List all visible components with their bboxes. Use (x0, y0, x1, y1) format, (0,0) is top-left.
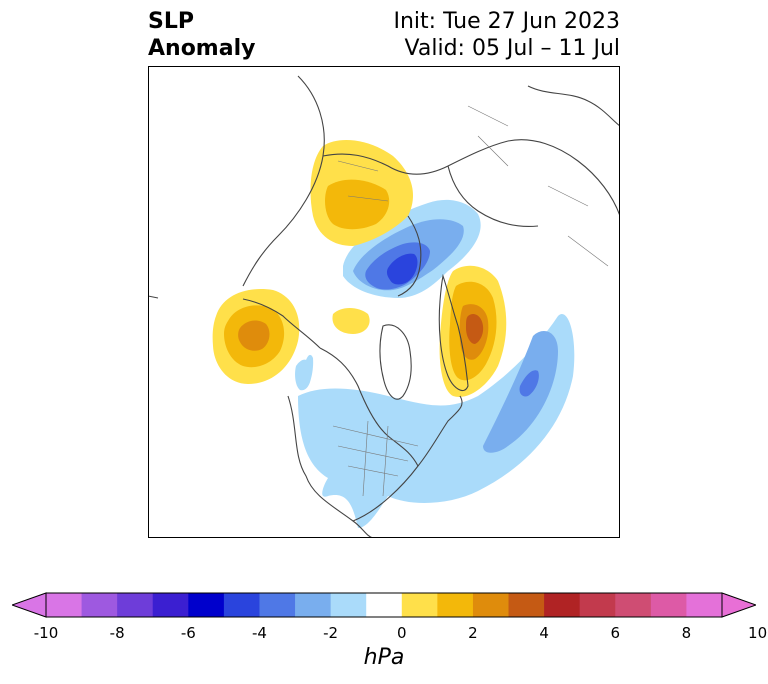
colorbar-cell (81, 593, 118, 617)
colorbar-cell (401, 593, 438, 617)
colorbar-unit: hPa (363, 645, 405, 670)
colorbar-tick-label: -6 (180, 624, 196, 642)
colorbar-tick-label: 2 (468, 624, 478, 642)
coastlines (148, 75, 620, 538)
political-borders (332, 105, 609, 497)
colorbar-cell (579, 593, 616, 617)
colorbar-cell (366, 593, 403, 617)
title-line-2: Anomaly (148, 36, 256, 61)
colorbar-tick-label: -10 (33, 624, 59, 642)
colorbar-cell (152, 593, 189, 617)
init-date: Init: Tue 27 Jun 2023 (393, 9, 621, 34)
colorbar-frame (45, 592, 723, 618)
positive-anomaly-arctic-canada (332, 308, 370, 334)
colorbar-cell (650, 593, 687, 617)
colorbar-tick-label: 0 (397, 624, 407, 642)
negative-anomaly-arctic (343, 199, 481, 298)
colorbar-cell (259, 593, 296, 617)
colorbar (12, 592, 756, 618)
colorbar-cell (686, 593, 723, 617)
map-title: SLP Anomaly (148, 8, 255, 62)
colorbar-tick-label: 6 (610, 624, 621, 642)
forecast-info: Init: Tue 27 Jun 2023 Valid: 05 Jul – 11… (394, 8, 621, 62)
colorbar-cell (223, 593, 260, 617)
colorbar-tick-label: -2 (323, 624, 339, 642)
colorbar-cell (117, 593, 154, 617)
colorbar-cell (437, 593, 474, 617)
colorbar-cell (188, 593, 225, 617)
colorbar-max-extension (721, 592, 756, 618)
anomaly-map (148, 66, 620, 538)
colorbar-tick-label: 10 (748, 624, 768, 642)
colorbar-cell (472, 593, 510, 617)
colorbar-cell (544, 593, 581, 617)
colorbar-tick-label: 4 (539, 624, 549, 642)
title-line-1: SLP (148, 9, 194, 34)
colorbar-cell (615, 593, 652, 617)
colorbar-cell (330, 593, 367, 617)
colorbar-tick-label: -8 (109, 624, 125, 642)
positive-anomaly-greenland (439, 265, 507, 397)
colorbar-cell (46, 593, 83, 617)
valid-range: Valid: 05 Jul – 11 Jul (404, 36, 620, 61)
negative-anomaly-alaska (295, 359, 312, 391)
colorbar-min-extension (12, 592, 47, 618)
positive-anomaly-europe (310, 140, 413, 246)
colorbar-tick-label: 8 (681, 624, 692, 642)
negative-anomaly-na (298, 314, 575, 528)
colorbar-tick-label: -4 (251, 624, 267, 642)
colorbar-cell (295, 593, 332, 617)
colorbar-cell (508, 593, 545, 617)
map-frame (148, 66, 620, 538)
